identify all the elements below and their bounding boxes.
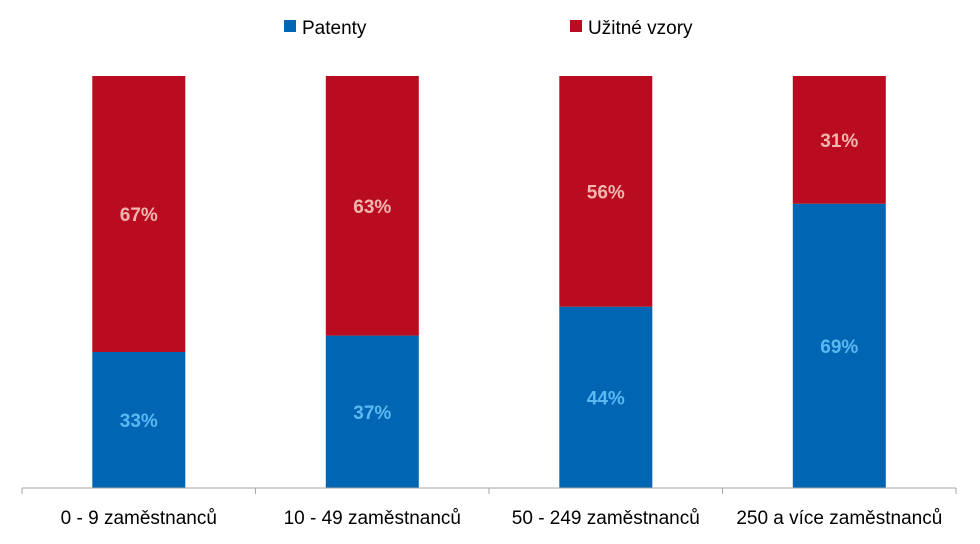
bar-uzitne-vzory-1 xyxy=(92,76,186,352)
bars: 33% 67% 37% 63% 44% 56% 69% 31% xyxy=(92,76,886,488)
legend-label-uzitne-vzory: Užitné vzory xyxy=(588,18,693,39)
x-tick-label-3: 50 - 249 zaměstnanců xyxy=(512,508,700,529)
data-label-patenty-1: 33% xyxy=(120,411,158,432)
bar-patenty-2 xyxy=(325,335,419,488)
x-axis xyxy=(21,487,957,494)
bar-patenty-4 xyxy=(792,203,886,488)
data-label-uzitne-vzory-2: 63% xyxy=(353,197,391,218)
data-label-uzitne-vzory-3: 56% xyxy=(587,182,625,203)
x-tick-label-2: 10 - 49 zaměstnanců xyxy=(284,508,461,529)
legend-label-patenty: Patenty xyxy=(302,18,367,39)
data-label-uzitne-vzory-4: 31% xyxy=(820,131,858,152)
data-label-patenty-3: 44% xyxy=(587,388,625,409)
bar-patenty-1 xyxy=(92,352,186,488)
data-label-uzitne-vzory-1: 67% xyxy=(120,205,158,226)
bar-uzitne-vzory-2 xyxy=(325,76,419,336)
legend-swatch-patenty xyxy=(284,20,296,32)
x-tick-labels: 0 - 9 zaměstnanců 10 - 49 zaměstnanců 50 -… xyxy=(61,508,943,529)
x-tick-label-4: 250 a více zaměstnanců xyxy=(736,508,942,529)
legend-swatch-uzitne-vzory xyxy=(570,20,582,32)
data-label-patenty-2: 37% xyxy=(353,403,391,424)
data-label-patenty-4: 69% xyxy=(820,337,858,358)
bar-uzitne-vzory-3 xyxy=(559,76,653,307)
bar-patenty-3 xyxy=(559,306,653,488)
bar-uzitne-vzory-4 xyxy=(792,76,886,204)
legend: Patenty Užitné vzory xyxy=(284,18,693,39)
x-tick-label-1: 0 - 9 zaměstnanců xyxy=(61,508,217,529)
